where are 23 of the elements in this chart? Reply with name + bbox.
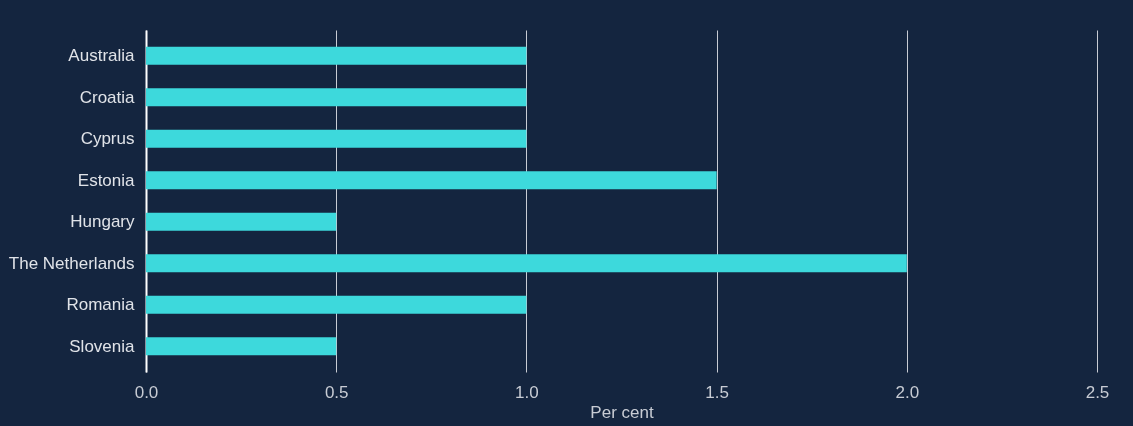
y-tick-label: Croatia (79, 87, 136, 107)
x-tick-label: 0.0 (134, 382, 159, 402)
bar (146, 337, 337, 356)
bar (146, 212, 337, 231)
y-tick-label: Estonia (77, 170, 136, 190)
bar (146, 88, 527, 107)
bar (146, 171, 717, 190)
y-tick-label: Cyprus (80, 129, 135, 149)
x-tick-label: 1.0 (515, 382, 539, 402)
bar (146, 46, 527, 65)
x-tick-label: 1.5 (705, 382, 729, 402)
y-tick-label: The Netherlands (8, 253, 135, 273)
y-tick-label: Slovenia (69, 336, 136, 356)
bar (146, 254, 907, 273)
x-axis-title: Per cent (590, 402, 654, 422)
y-tick-label: Romania (66, 295, 136, 315)
bar (146, 129, 527, 148)
y-tick-label: Hungary (70, 212, 135, 232)
y-tick-label: Australia (68, 46, 136, 66)
x-tick-label: 0.5 (324, 382, 349, 402)
x-tick-label: 2.5 (1085, 382, 1110, 402)
bar (146, 295, 527, 314)
x-tick-label: 2.0 (895, 382, 920, 402)
